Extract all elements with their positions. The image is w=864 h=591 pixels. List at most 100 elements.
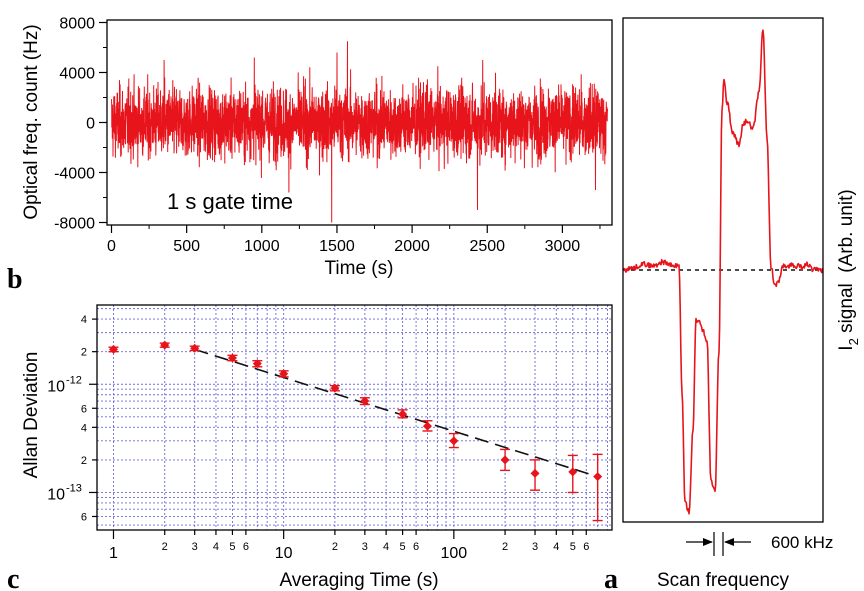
allan-deviation-point xyxy=(567,454,578,494)
allan-deviation-y-tick-label: 4 xyxy=(81,422,87,434)
frequency-count-line xyxy=(111,41,608,223)
frequency-count-trace xyxy=(111,41,608,223)
allan-deviation-x-tick-label: 2 xyxy=(162,541,168,553)
allan-deviation-marker xyxy=(530,468,540,478)
panel-letter-b: b xyxy=(7,264,23,295)
allan-deviation-marker xyxy=(108,344,118,354)
allan-deviation-x-tick-label: 4 xyxy=(383,541,389,553)
frequency-count-x-tick-label: 2000 xyxy=(394,238,430,255)
frequency-count-y-tick-label: 8000 xyxy=(59,16,95,33)
allan-deviation-marker xyxy=(227,353,237,363)
allan-deviation-marker xyxy=(398,409,408,419)
allan-deviation-y-tick-label: 2 xyxy=(81,455,87,467)
frequency-count-x-tick-label: 2500 xyxy=(469,238,505,255)
allan-deviation-x-tick-label: 4 xyxy=(213,541,219,553)
allan-deviation-point xyxy=(592,453,603,522)
allan-deviation-marker xyxy=(279,369,289,379)
allan-deviation-x-axis-title: Averaging Time (s) xyxy=(279,570,438,591)
allan-deviation-plot-frame xyxy=(96,304,613,531)
i2-signal-y-axis-title-subscript: 2 xyxy=(846,338,861,345)
i2-signal-scale-bar xyxy=(686,532,751,556)
frequency-count-y-tick-label: 4000 xyxy=(59,66,95,83)
allan-deviation-point xyxy=(500,448,511,472)
allan-deviation-point xyxy=(448,432,459,449)
allan-deviation-fit-line xyxy=(194,348,598,478)
allan-deviation-marker xyxy=(568,467,578,477)
allan-deviation-x-tick-label: 5 xyxy=(400,541,406,553)
allan-deviation-marker xyxy=(593,472,603,482)
allan-deviation-point xyxy=(227,353,238,363)
allan-deviation-y-tick-label: 6 xyxy=(81,403,87,415)
panel-letter-a: a xyxy=(604,564,618,591)
allan-deviation-x-ticks: 1 2 3 4 5 6 10 2 3 4 5 6 100 2 3 4 5 6 xyxy=(109,530,589,562)
i2-signal-y-axis-title-main: I xyxy=(836,345,857,350)
allan-deviation-y-tick-label: 4 xyxy=(81,314,87,326)
allan-deviation-marker xyxy=(500,455,510,465)
frequency-count-x-tick-label: 1500 xyxy=(319,238,355,255)
allan-deviation-point xyxy=(359,396,370,406)
allan-deviation-data-points xyxy=(108,340,603,522)
allan-deviation-x-tick-label: 3 xyxy=(362,541,368,553)
allan-deviation-marker xyxy=(160,340,170,350)
frequency-count-panel: 0 500 1000 1500 2000 2500 3000 -8000 -4000 0 4000… xyxy=(21,16,613,279)
frequency-count-y-tick-label: -4000 xyxy=(54,166,95,183)
allan-deviation-x-tick-label: 6 xyxy=(583,541,589,553)
allan-deviation-point xyxy=(329,383,340,393)
allan-deviation-point xyxy=(108,344,119,354)
allan-deviation-point xyxy=(189,343,200,353)
allan-deviation-point xyxy=(252,359,263,369)
allan-deviation-x-tick-label: 3 xyxy=(532,541,538,553)
frequency-count-y-tick-label: 0 xyxy=(86,116,95,133)
allan-deviation-marker xyxy=(330,383,340,393)
frequency-count-annotation: 1 s gate time xyxy=(167,189,293,214)
frequency-count-x-tick-label: 1000 xyxy=(244,238,280,255)
allan-deviation-marker xyxy=(449,436,459,446)
allan-deviation-marker xyxy=(360,396,370,406)
allan-deviation-y-tick-label: 10 xyxy=(47,378,65,395)
allan-deviation-y-tick-exponent: -12 xyxy=(66,374,82,386)
frequency-count-x-ticks: 0 500 1000 1500 2000 2500 3000 xyxy=(107,225,601,255)
allan-deviation-y-tick-label: 6 xyxy=(81,511,87,523)
i2-signal-scale-bar-label: 600 kHz xyxy=(771,533,833,552)
i2-scale-bar-left-arrow-head xyxy=(703,538,713,546)
panel-letter-c: c xyxy=(7,564,19,591)
frequency-count-x-tick-label: 0 xyxy=(107,238,116,255)
allan-deviation-x-tick-label: 2 xyxy=(502,541,508,553)
allan-deviation-point xyxy=(159,340,170,350)
allan-deviation-x-tick-label: 4 xyxy=(553,541,559,553)
allan-deviation-grid xyxy=(97,305,612,530)
allan-deviation-marker xyxy=(252,359,262,369)
frequency-count-y-ticks: -8000 -4000 0 4000 8000 xyxy=(54,16,107,233)
allan-deviation-y-tick-exponent: -13 xyxy=(66,482,82,494)
allan-deviation-x-tick-label: 2 xyxy=(332,541,338,553)
allan-deviation-y-tick-label: 10 xyxy=(47,486,65,503)
allan-deviation-x-tick-label: 10 xyxy=(275,545,293,562)
i2-signal-y-axis-title-suffix: signal (Arb. unit) xyxy=(836,189,857,338)
frequency-count-x-axis-title: Time (s) xyxy=(325,258,394,279)
allan-deviation-point xyxy=(278,369,289,379)
i2-signal-panel: 600 kHz Scan frequency I2 signal (Arb. u… xyxy=(622,17,861,591)
i2-scale-bar-right-arrow-head xyxy=(724,538,734,546)
frequency-count-y-axis-title: Optical freq. count (Hz) xyxy=(21,24,42,219)
allan-deviation-x-tick-label: 5 xyxy=(229,541,235,553)
frequency-count-x-tick-label: 500 xyxy=(173,238,200,255)
i2-signal-plot-frame xyxy=(622,17,824,523)
i2-signal-y-axis-title: I2 signal (Arb. unit) xyxy=(836,189,861,350)
allan-deviation-marker xyxy=(190,343,200,353)
allan-deviation-x-tick-label: 3 xyxy=(192,541,198,553)
allan-deviation-marker xyxy=(422,421,432,431)
i2-signal-x-axis-title: Scan frequency xyxy=(657,570,790,591)
allan-deviation-y-axis-title: Allan Deviation xyxy=(21,352,42,479)
frequency-count-x-tick-label: 3000 xyxy=(545,238,581,255)
frequency-count-y-tick-label: -8000 xyxy=(54,216,95,233)
allan-deviation-x-tick-label: 1 xyxy=(109,545,118,562)
allan-deviation-x-tick-label: 5 xyxy=(570,541,576,553)
allan-deviation-y-tick-label: 2 xyxy=(81,347,87,359)
allan-deviation-point xyxy=(397,409,408,419)
allan-deviation-point xyxy=(422,420,433,432)
allan-deviation-x-tick-label: 100 xyxy=(440,545,467,562)
allan-deviation-x-tick-label: 6 xyxy=(413,541,419,553)
